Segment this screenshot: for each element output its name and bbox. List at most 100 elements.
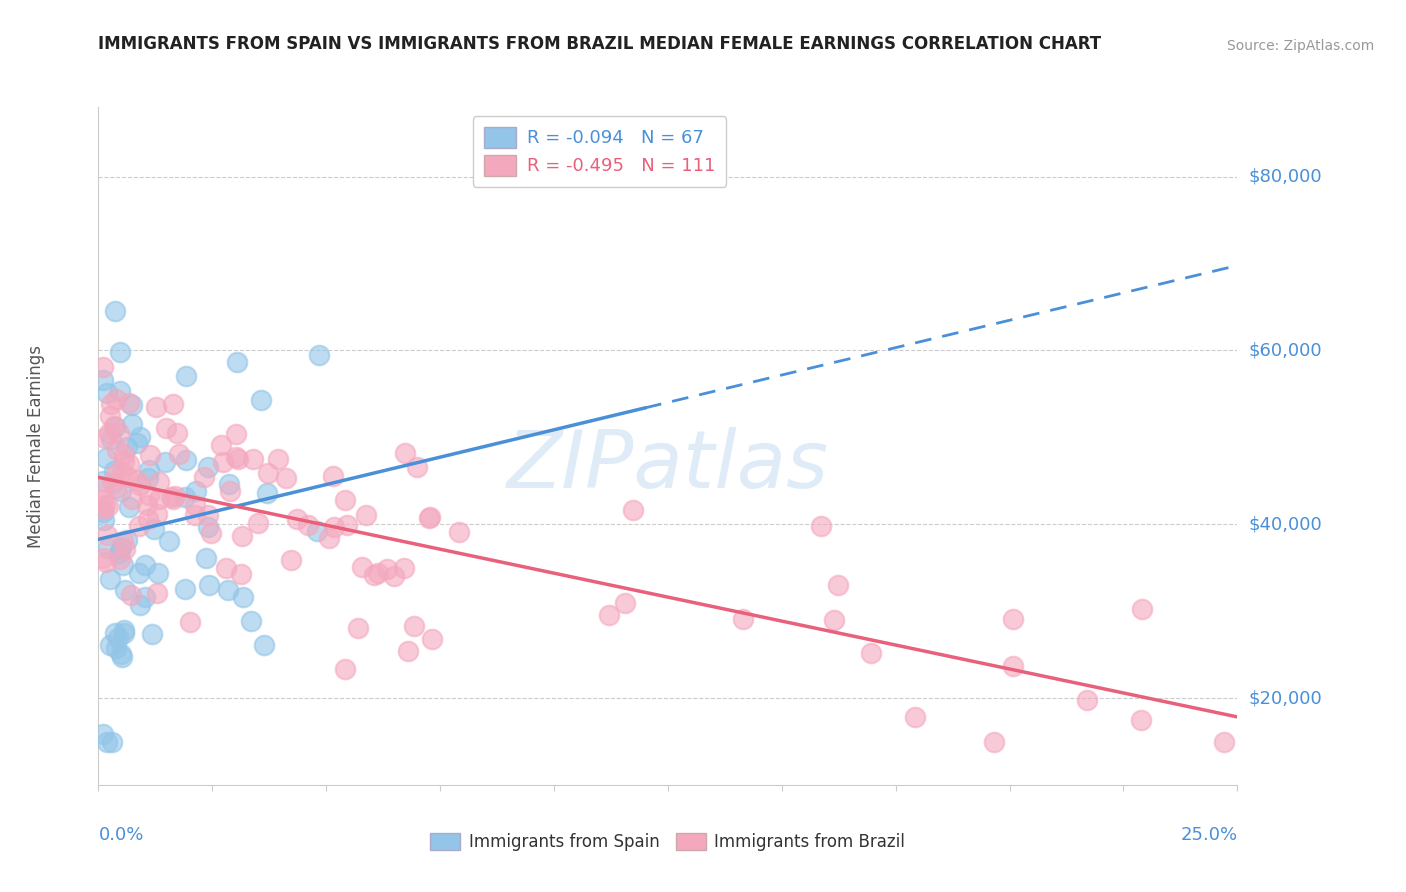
Point	[367, 566, 389, 580]
Point	[136, 471, 159, 485]
Point	[101, 734, 124, 748]
Legend: Immigrants from Spain, Immigrants from Brazil: Immigrants from Spain, Immigrants from B…	[423, 827, 912, 858]
Point	[138, 463, 160, 477]
Point	[250, 393, 273, 408]
Text: $80,000: $80,000	[1249, 168, 1322, 186]
Point	[247, 516, 270, 530]
Point	[91, 475, 114, 489]
Point	[114, 542, 136, 557]
Point	[97, 499, 120, 513]
Point	[117, 470, 139, 484]
Point	[449, 524, 471, 539]
Point	[111, 558, 134, 573]
Point	[118, 458, 141, 472]
Point	[174, 368, 197, 383]
Point	[104, 420, 127, 434]
Point	[94, 431, 117, 445]
Point	[155, 421, 177, 435]
Point	[274, 471, 297, 485]
Point	[810, 518, 832, 533]
Point	[91, 360, 114, 375]
Point	[197, 508, 219, 523]
Point	[129, 477, 152, 491]
Point	[118, 500, 141, 514]
Point	[101, 476, 124, 491]
Point	[166, 426, 188, 441]
Point	[323, 520, 346, 534]
Point	[117, 396, 139, 410]
Point	[183, 508, 205, 523]
Point	[110, 541, 132, 555]
Point	[280, 553, 302, 567]
Point	[215, 561, 238, 575]
Point	[352, 560, 374, 574]
Text: $40,000: $40,000	[1249, 516, 1322, 533]
Point	[145, 586, 167, 600]
Point	[333, 492, 356, 507]
Point	[173, 490, 195, 504]
Point	[117, 440, 139, 454]
Point	[96, 555, 118, 569]
Point	[394, 446, 416, 460]
Point	[1001, 658, 1024, 673]
Point	[420, 632, 443, 647]
Point	[297, 518, 319, 533]
Text: ZIPatlas: ZIPatlas	[506, 427, 830, 506]
Point	[195, 550, 218, 565]
Point	[1212, 734, 1234, 748]
Point	[225, 450, 247, 465]
Point	[336, 518, 359, 533]
Point	[184, 498, 207, 512]
Point	[103, 464, 125, 478]
Point	[384, 568, 406, 582]
Point	[174, 453, 197, 467]
Point	[94, 451, 117, 466]
Point	[267, 452, 290, 467]
Point	[111, 649, 134, 664]
Point	[146, 566, 169, 580]
Point	[93, 513, 115, 527]
Point	[257, 466, 280, 480]
Point	[184, 483, 207, 498]
Point	[218, 477, 240, 491]
Point	[163, 489, 186, 503]
Point	[100, 432, 122, 446]
Point	[121, 417, 143, 431]
Point	[860, 646, 883, 660]
Point	[91, 551, 114, 566]
Point	[110, 483, 132, 498]
Point	[112, 625, 135, 640]
Point	[103, 419, 125, 434]
Point	[211, 454, 233, 468]
Point	[112, 453, 135, 467]
Point	[322, 469, 344, 483]
Text: $20,000: $20,000	[1249, 689, 1322, 707]
Point	[96, 385, 118, 400]
Point	[598, 607, 620, 622]
Point	[197, 460, 219, 475]
Point	[231, 566, 253, 581]
Point	[253, 638, 276, 652]
Point	[621, 503, 644, 517]
Point	[111, 465, 134, 479]
Text: Source: ZipAtlas.com: Source: ZipAtlas.com	[1226, 39, 1374, 53]
Point	[197, 519, 219, 533]
Point	[121, 491, 143, 506]
Point	[1130, 602, 1153, 616]
Point	[157, 533, 180, 548]
Point	[394, 561, 416, 575]
Point	[108, 426, 131, 441]
Point	[105, 481, 128, 495]
Point	[827, 577, 849, 591]
Point	[225, 426, 247, 441]
Point	[146, 507, 169, 521]
Point	[134, 558, 156, 573]
Point	[91, 502, 114, 516]
Point	[120, 588, 142, 602]
Point	[179, 615, 201, 630]
Point	[197, 577, 219, 591]
Point	[200, 525, 222, 540]
Point	[162, 492, 184, 507]
Point	[97, 541, 120, 555]
Point	[136, 512, 159, 526]
